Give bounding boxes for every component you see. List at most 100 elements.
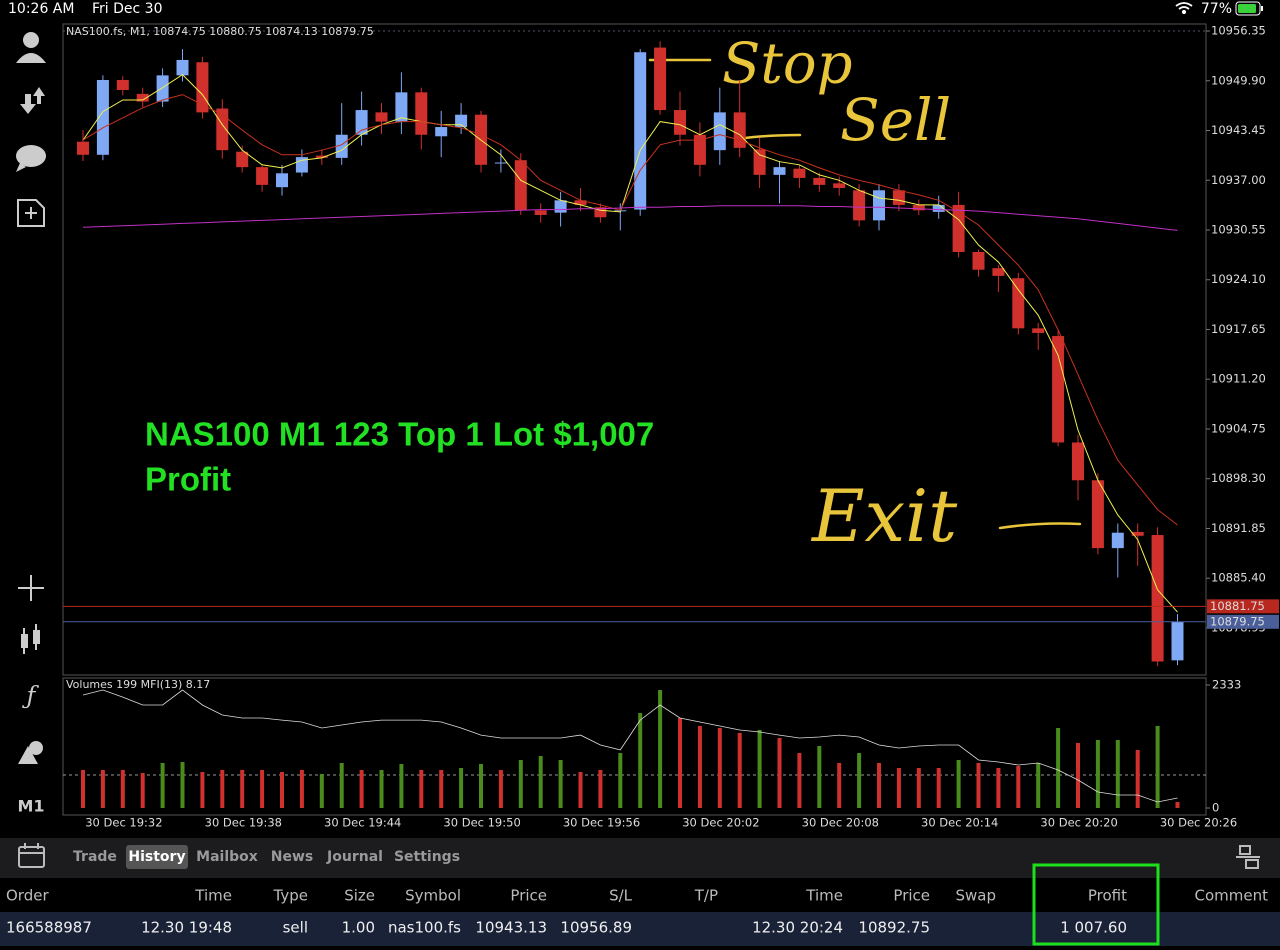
candle-body: [96, 79, 109, 155]
candle-body: [1171, 621, 1184, 661]
overlay-title: NAS100 M1 123 Top 1 Lot $1,007: [145, 416, 654, 453]
candle-body: [952, 204, 965, 252]
volume-bar: [558, 759, 563, 808]
x-tick-label: 30 Dec 20:14: [921, 816, 998, 830]
x-tick-label: 30 Dec 19:32: [85, 816, 162, 830]
candle-body: [1151, 535, 1164, 662]
volume-header: Volumes 199 MFI(13) 8.17: [66, 678, 210, 691]
volume-bar: [777, 737, 782, 808]
price-tag-label: 10881.75: [1210, 599, 1265, 613]
tab[interactable]: Trade: [73, 849, 117, 865]
layout-icon[interactable]: [1236, 845, 1260, 869]
x-tick-label: 30 Dec 20:08: [802, 816, 879, 830]
wifi-icon: [1175, 2, 1193, 15]
volume-bar: [518, 759, 523, 808]
candle-body: [972, 251, 985, 270]
volume-bar: [260, 769, 265, 808]
candle-body: [733, 112, 746, 148]
volume-bar: [1155, 725, 1160, 808]
tab[interactable]: Settings: [394, 849, 460, 865]
candle-body: [256, 167, 269, 185]
candle-body: [435, 127, 448, 137]
chart-header: NAS100.fs, M1, 10874.75 10880.75 10874.1…: [66, 25, 374, 38]
volume-bar: [678, 718, 682, 808]
indicators-icon[interactable]: ƒ: [22, 682, 40, 710]
table-cell: 1.00: [342, 919, 375, 937]
volume-bar: [498, 769, 503, 808]
volume-bar: [837, 762, 842, 808]
candle-body: [1032, 328, 1045, 333]
price-panel: [62, 23, 1207, 676]
volume-bar: [200, 771, 205, 808]
volume-bar: [1016, 765, 1021, 808]
candle-body: [713, 112, 726, 151]
volume-bar: [817, 745, 822, 808]
tab[interactable]: Mailbox: [196, 849, 258, 865]
candle-body: [534, 210, 547, 215]
volume-bar: [618, 753, 623, 808]
volume-bar: [737, 732, 742, 808]
volume-bar: [280, 771, 284, 808]
candle-body: [594, 207, 607, 218]
volume-bar: [578, 771, 583, 808]
table-row-bg: [0, 912, 1280, 946]
volume-bar: [996, 767, 1001, 808]
y-tick-label: 10885.40: [1211, 571, 1266, 585]
candle-body: [892, 190, 905, 205]
candle-body: [693, 134, 706, 165]
candle-body: [654, 47, 667, 111]
volume-bar: [240, 769, 245, 808]
column-header: Price: [510, 887, 547, 905]
candle-body: [873, 190, 885, 221]
status-time: 10:26 AM: [8, 1, 74, 17]
new-doc-icon[interactable]: [17, 199, 45, 227]
account-icon[interactable]: [16, 32, 46, 63]
candle-body: [1091, 480, 1104, 549]
x-tick-label: 30 Dec 19:38: [205, 816, 282, 830]
column-header: Size: [344, 887, 375, 905]
volume-bar: [399, 763, 404, 808]
column-header: Symbol: [405, 887, 461, 905]
volume-bar: [936, 767, 941, 808]
indicator-line: [82, 205, 1178, 231]
volume-bar: [697, 725, 702, 808]
volume-bar: [1175, 801, 1180, 808]
chat-icon[interactable]: [16, 145, 46, 172]
candle-body: [156, 75, 169, 102]
price-tag-label: 10879.75: [1210, 614, 1265, 628]
crosshair-icon[interactable]: [18, 575, 44, 601]
tab[interactable]: News: [271, 849, 313, 865]
indicator-line: [82, 94, 1178, 526]
y-tick-label: 10904.75: [1211, 421, 1266, 435]
timeframe-button[interactable]: M1: [17, 797, 44, 816]
table-cell: 1 007.60: [1060, 919, 1127, 937]
battery-level: 77%: [1201, 1, 1232, 17]
objects-icon[interactable]: [18, 741, 43, 764]
y-tick-label: 10937.00: [1211, 173, 1266, 187]
calendar-icon[interactable]: [18, 843, 45, 868]
table-cell: 12.30 19:48: [141, 919, 232, 937]
battery-icon: [1235, 1, 1263, 16]
volume-bar: [757, 729, 762, 808]
candle-body: [833, 183, 846, 188]
column-header: Comment: [1195, 887, 1269, 905]
tab[interactable]: History: [128, 849, 185, 865]
y-tick-label: 2333: [1212, 678, 1241, 692]
tab[interactable]: Journal: [326, 849, 383, 865]
left-toolbar: ƒ M1: [16, 32, 46, 816]
volume-bar: [1115, 739, 1120, 808]
volume-bar: [339, 762, 344, 808]
candle-body: [216, 108, 229, 151]
y-tick-label: 10930.55: [1211, 222, 1266, 236]
candle-body: [753, 149, 766, 175]
y-tick-label: 10943.45: [1211, 123, 1266, 137]
y-tick-label: 10898.30: [1211, 471, 1266, 485]
chart-type-icon[interactable]: [21, 624, 40, 654]
y-tick-label: 10911.20: [1211, 372, 1266, 386]
volume-bar: [359, 769, 364, 808]
price-tag: [1207, 614, 1279, 629]
trade-icon[interactable]: [20, 87, 45, 114]
candle-body: [77, 141, 89, 155]
volume-bar: [1135, 750, 1140, 808]
candle-body: [315, 155, 328, 158]
